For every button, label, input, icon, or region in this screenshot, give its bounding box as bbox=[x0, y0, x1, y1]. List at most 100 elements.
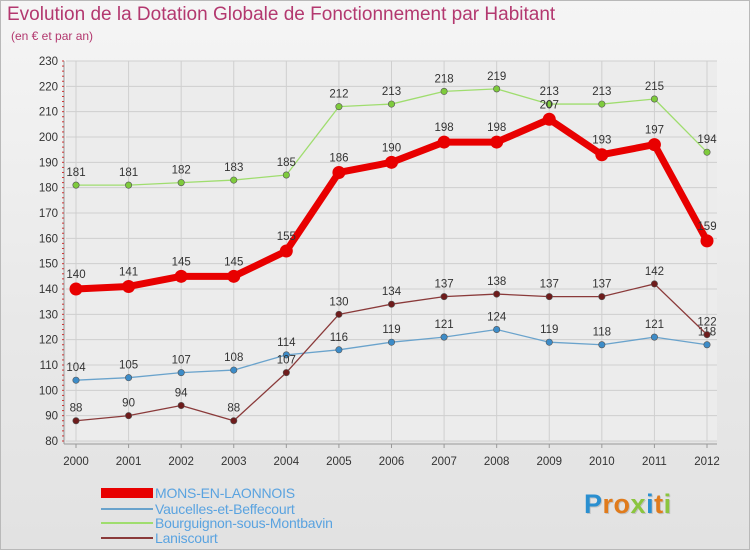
x-tick-label: 2001 bbox=[116, 456, 142, 468]
y-tick-label: 110 bbox=[40, 360, 58, 372]
logo-letter: t bbox=[654, 489, 664, 519]
data-label: 130 bbox=[329, 296, 348, 308]
proxiti-logo: Proxiti bbox=[584, 489, 672, 520]
data-label: 159 bbox=[697, 221, 716, 233]
data-point bbox=[282, 171, 290, 179]
data-label: 119 bbox=[382, 324, 400, 336]
data-label: 215 bbox=[645, 81, 664, 93]
data-point bbox=[387, 300, 395, 308]
legend-item-laniscourt: Laniscourt bbox=[101, 530, 218, 546]
y-tick-label: 90 bbox=[45, 411, 58, 423]
y-tick-label: 100 bbox=[39, 385, 58, 397]
data-point bbox=[177, 179, 185, 187]
legend-label: Bourguignon-sous-Montbavin bbox=[155, 515, 333, 531]
data-label: 141 bbox=[119, 266, 138, 278]
data-point bbox=[545, 338, 553, 346]
data-label: 137 bbox=[434, 279, 453, 291]
data-label: 107 bbox=[277, 355, 296, 367]
data-point bbox=[440, 293, 448, 301]
data-label: 137 bbox=[540, 279, 559, 291]
data-label: 194 bbox=[697, 134, 717, 146]
data-point bbox=[282, 351, 290, 359]
data-point bbox=[177, 402, 185, 410]
data-point bbox=[387, 338, 395, 346]
data-label: 182 bbox=[172, 165, 191, 177]
data-label: 134 bbox=[382, 286, 402, 298]
data-point bbox=[440, 87, 448, 95]
data-point bbox=[437, 135, 451, 149]
legend-label: MONS-EN-LAONNOIS bbox=[155, 485, 295, 501]
data-label: 121 bbox=[434, 319, 453, 331]
chart-title: Evolution de la Dotation Globale de Fonc… bbox=[7, 4, 556, 25]
data-label: 118 bbox=[593, 327, 611, 339]
data-label: 198 bbox=[434, 122, 453, 134]
data-label: 137 bbox=[592, 279, 611, 291]
data-label: 207 bbox=[540, 99, 559, 111]
data-label: 88 bbox=[70, 403, 83, 415]
y-tick-label: 200 bbox=[39, 132, 58, 144]
data-label: 88 bbox=[227, 403, 240, 415]
data-point bbox=[227, 269, 241, 283]
x-tick-label: 2005 bbox=[326, 456, 352, 468]
data-label: 121 bbox=[645, 319, 664, 331]
x-tick-label: 2002 bbox=[168, 456, 194, 468]
data-point bbox=[69, 282, 83, 296]
x-tick-label: 2000 bbox=[63, 456, 89, 468]
data-label: 213 bbox=[540, 86, 559, 98]
data-point bbox=[282, 369, 290, 377]
data-point bbox=[230, 417, 238, 425]
data-label: 108 bbox=[224, 352, 243, 364]
data-point bbox=[385, 155, 398, 169]
y-tick-label: 230 bbox=[39, 56, 58, 68]
data-point bbox=[703, 148, 711, 156]
data-label: 116 bbox=[330, 332, 348, 344]
data-point bbox=[279, 244, 293, 258]
data-point bbox=[72, 181, 80, 189]
data-label: 213 bbox=[382, 86, 401, 98]
data-point bbox=[122, 279, 136, 293]
legend-label: Laniscourt bbox=[155, 530, 218, 546]
legend-item-bourguignon-sous-montbavin: Bourguignon-sous-Montbavin bbox=[101, 515, 333, 531]
data-point bbox=[230, 366, 238, 374]
data-point bbox=[493, 85, 501, 93]
data-label: 197 bbox=[645, 125, 664, 137]
data-label: 105 bbox=[119, 360, 138, 372]
x-tick-label: 2004 bbox=[274, 456, 300, 468]
y-tick-label: 150 bbox=[39, 259, 58, 271]
data-point bbox=[440, 333, 448, 341]
data-point bbox=[598, 100, 606, 108]
data-point bbox=[703, 341, 711, 349]
data-label: 145 bbox=[172, 256, 191, 268]
data-point bbox=[387, 100, 395, 108]
data-point bbox=[125, 412, 133, 420]
data-label: 114 bbox=[277, 337, 296, 349]
data-point bbox=[595, 148, 609, 162]
data-point bbox=[703, 331, 711, 339]
data-label: 218 bbox=[434, 73, 453, 85]
data-label: 219 bbox=[487, 71, 506, 83]
x-tick-label: 2009 bbox=[536, 456, 562, 468]
data-label: 122 bbox=[697, 317, 716, 329]
legend-swatch bbox=[101, 537, 153, 539]
legend-item-vaucelles-et-beffecourt: Vaucelles-et-Beffecourt bbox=[101, 501, 295, 517]
x-tick-label: 2007 bbox=[431, 456, 457, 468]
legend-item-mons-en-laonnois: MONS-EN-LAONNOIS bbox=[101, 485, 295, 501]
data-label: 119 bbox=[540, 324, 558, 336]
data-label: 140 bbox=[66, 269, 85, 281]
data-point bbox=[650, 280, 658, 288]
logo-letter: P bbox=[584, 489, 603, 519]
y-tick-label: 120 bbox=[39, 335, 58, 347]
y-tick-label: 170 bbox=[39, 208, 58, 220]
x-tick-label: 2008 bbox=[484, 456, 510, 468]
data-point bbox=[72, 376, 80, 384]
y-tick-label: 80 bbox=[45, 436, 58, 448]
data-point bbox=[650, 95, 658, 103]
data-point bbox=[545, 100, 553, 108]
y-tick-label: 140 bbox=[39, 284, 58, 296]
data-label: 186 bbox=[329, 152, 348, 164]
data-point bbox=[598, 293, 606, 301]
data-point bbox=[700, 234, 714, 248]
legend-swatch bbox=[101, 522, 153, 524]
